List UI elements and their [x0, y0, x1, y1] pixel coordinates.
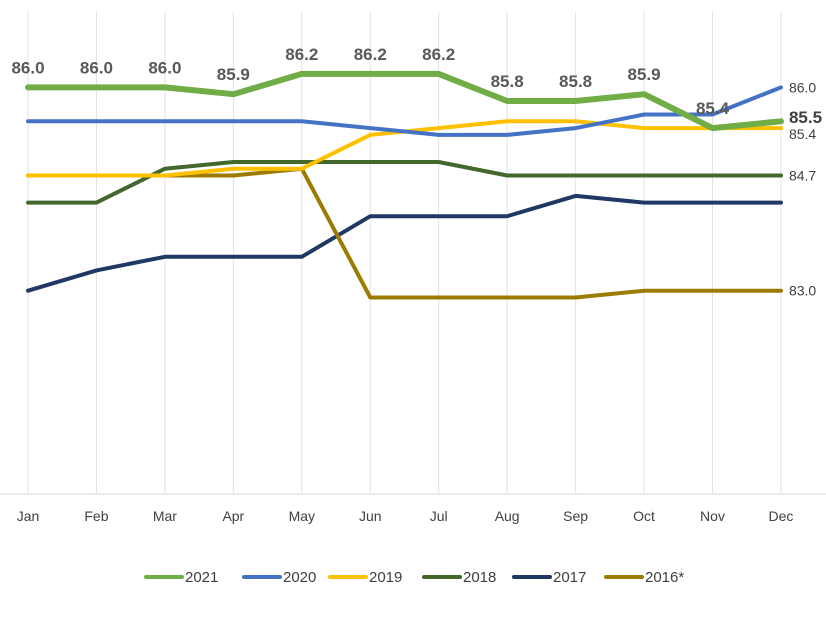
series-lines [25, 70, 784, 300]
legend-label: 2021 [185, 569, 218, 586]
legend[interactable]: 2021 2020 2019 2018 2017 2016* [144, 569, 684, 586]
data-label-2016-dec: 83.0 [789, 283, 816, 299]
data-label-2021-apr: 85.9 [217, 65, 250, 84]
data-label-2021-jul: 86.2 [422, 45, 455, 64]
data-label-2021-dec: 85.5 [789, 108, 822, 127]
legend-label: 2019 [369, 569, 402, 586]
legend-item-2018[interactable]: 2018 [422, 569, 496, 586]
x-tick-aug: Aug [495, 508, 520, 524]
data-label-2021-may: 86.2 [285, 45, 318, 64]
x-tick-jan: Jan [17, 508, 40, 524]
data-labels: 86.0 86.0 86.0 85.9 86.2 86.2 86.2 85.8 85.8 85.9… [11, 45, 822, 299]
x-tick-sep: Sep [563, 508, 588, 524]
x-tick-mar: Mar [153, 508, 177, 524]
legend-item-2017[interactable]: 2017 [512, 569, 586, 586]
series-line-2021 [25, 70, 784, 132]
data-label-2021-feb: 86.0 [80, 58, 113, 77]
data-label-2018-dec: 84.7 [789, 168, 816, 184]
x-tick-may: May [289, 508, 315, 524]
data-label-2020-dec: 86.0 [789, 79, 816, 95]
x-tick-nov: Nov [700, 508, 725, 524]
legend-item-2020[interactable]: 2020 [242, 569, 316, 586]
data-label-2021-sep: 85.8 [559, 72, 592, 91]
legend-label: 2020 [283, 569, 316, 586]
series-line-2019 [26, 119, 783, 178]
x-tick-feb: Feb [84, 508, 108, 524]
legend-label: 2016* [645, 569, 684, 586]
legend-item-2016[interactable]: 2016* [604, 569, 684, 586]
series-line-2017 [26, 193, 783, 293]
legend-item-2021[interactable]: 2021 [144, 569, 218, 586]
x-tick-oct: Oct [633, 508, 655, 524]
series-line-2020 [26, 85, 783, 137]
data-label-2021-aug: 85.8 [491, 72, 524, 91]
x-tick-apr: Apr [222, 508, 244, 524]
legend-item-2019[interactable]: 2019 [328, 569, 402, 586]
x-tick-jun: Jun [359, 508, 382, 524]
legend-label: 2018 [463, 569, 496, 586]
series-line-2018 [26, 160, 783, 205]
data-label-2021-jan: 86.0 [11, 58, 44, 77]
data-label-2021-jun: 86.2 [354, 45, 387, 64]
data-label-2019-dec: 85.4 [789, 126, 816, 142]
data-label-2021-mar: 86.0 [148, 58, 181, 77]
data-label-2021-oct: 85.9 [628, 65, 661, 84]
legend-label: 2017 [553, 569, 586, 586]
vertical-gridlines [27, 12, 782, 494]
x-tick-dec: Dec [768, 508, 793, 524]
x-axis-tick-labels: Jan Feb Mar Apr May Jun Jul Aug Sep Oct Nov Dec [17, 508, 794, 524]
x-tick-jul: Jul [430, 508, 448, 524]
series-line-2016 [26, 166, 783, 300]
data-label-2021-nov: 85.4 [696, 99, 730, 118]
